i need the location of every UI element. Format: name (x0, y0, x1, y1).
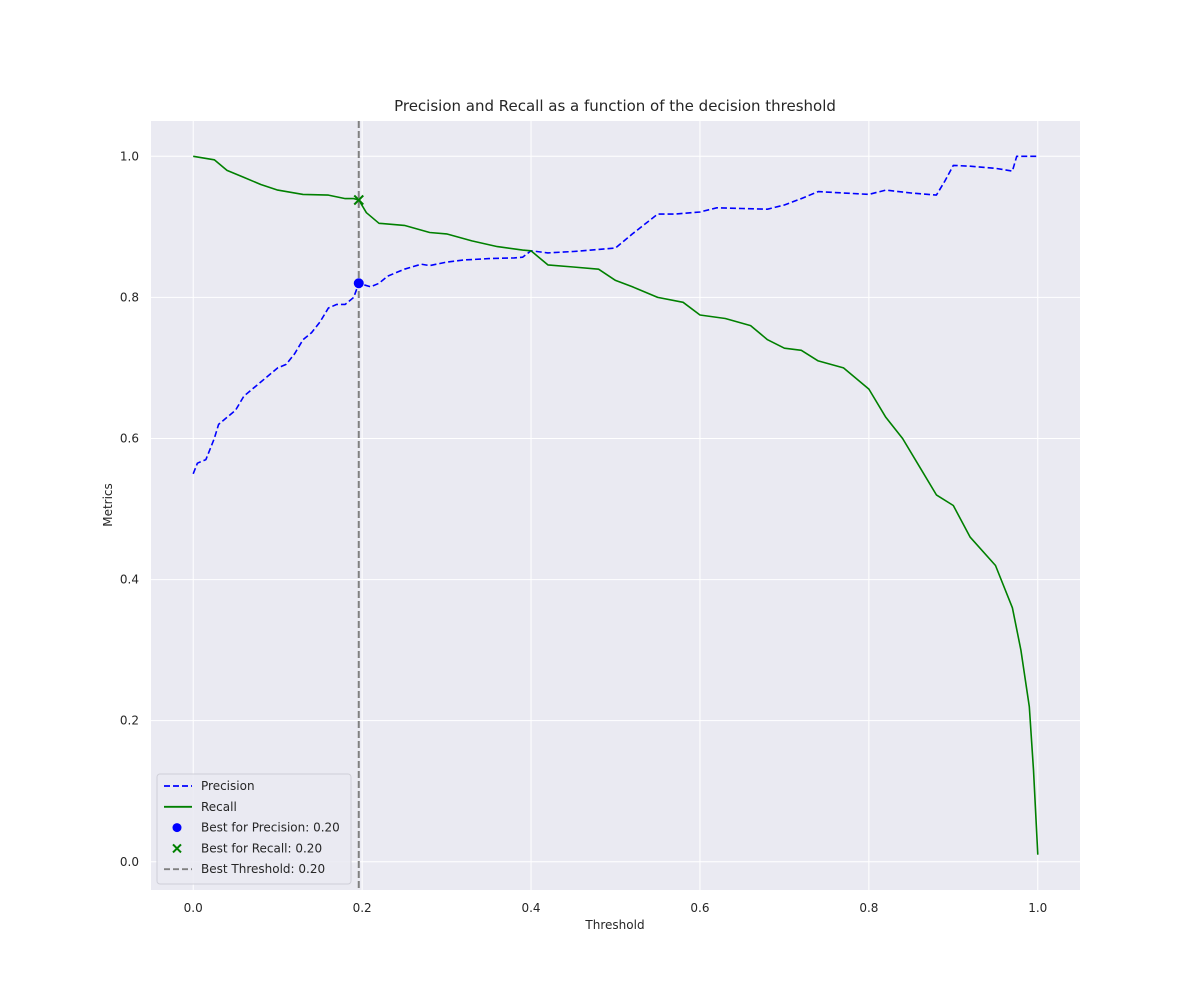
y-tick-label: 0.4 (120, 573, 139, 587)
chart-title: Precision and Recall as a function of th… (394, 97, 836, 115)
plot-area: 0.0 0.2 0.4 0.6 0.8 1.0 0.0 0.2 0.4 0.6 0.8 1.0 (120, 121, 1080, 915)
y-tick-label: 0.0 (120, 855, 139, 869)
x-axis-label: Threshold (584, 918, 644, 932)
best-recall-marker (353, 194, 364, 206)
x-tick-label: 0.4 (521, 901, 540, 915)
x-tick-label: 0.6 (690, 901, 709, 915)
series-line-precision (192, 155, 1038, 475)
y-tick-label: 0.6 (120, 431, 139, 445)
best-precision-marker (353, 278, 364, 289)
legend-label: Best Threshold: 0.20 (201, 862, 325, 876)
y-tick-label: 0.8 (120, 290, 139, 304)
series-group (192, 121, 1039, 890)
x-tick-label: 0.8 (859, 901, 878, 915)
y-axis-label: Metrics (101, 483, 115, 527)
legend: Precision Recall Best for Precision: 0.20 B… (156, 773, 352, 885)
plot-background (151, 121, 1080, 890)
legend-entry: Best for Precision: 0.20 (172, 821, 340, 835)
legend-label: Recall (201, 800, 237, 814)
x-tick-label: 0.0 (184, 901, 203, 915)
legend-swatch (172, 823, 182, 833)
legend-label: Best for Precision: 0.20 (201, 821, 340, 835)
y-tick-label: 0.2 (120, 714, 139, 728)
legend-label: Best for Recall: 0.20 (201, 841, 322, 855)
y-tick-label: 1.0 (120, 149, 139, 163)
series-line-recall (193, 155, 1039, 855)
legend-entry: Precision (164, 779, 255, 793)
legend-swatch (172, 843, 182, 854)
x-tick-label: 1.0 (1028, 901, 1047, 915)
legend-entry: Recall (164, 800, 237, 814)
legend-entry: Best for Recall: 0.20 (172, 841, 322, 855)
legend-entry: Best Threshold: 0.20 (164, 862, 325, 876)
x-tick-label: 0.2 (353, 901, 372, 915)
legend-frame (156, 773, 352, 885)
legend-label: Precision (201, 779, 255, 793)
